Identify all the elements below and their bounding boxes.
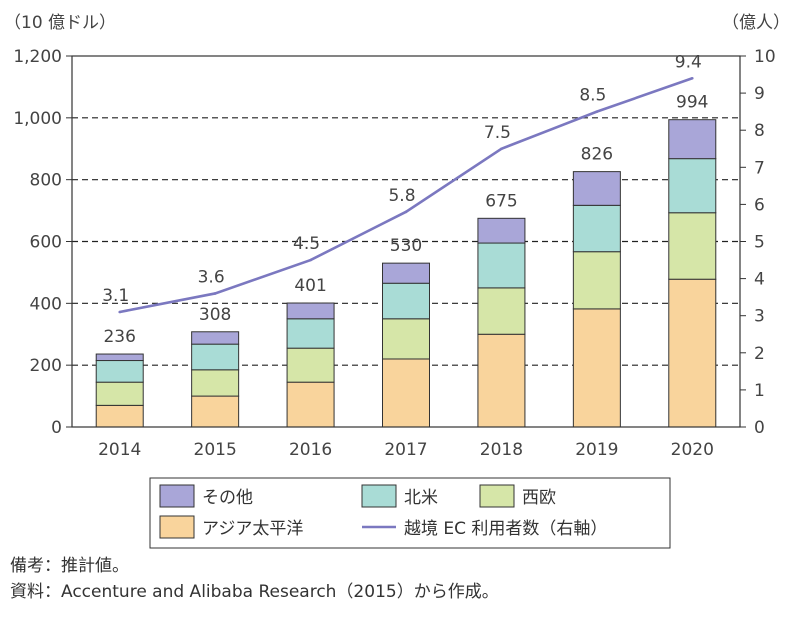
legend-label: 越境 EC 利用者数（右軸） [404,519,607,539]
bar-segment [477,242,526,289]
total-label: 308 [199,305,231,325]
line-value-label: 4.5 [293,234,320,254]
note-source: 資料：Accenture and Alibaba Research（2015）か… [10,582,499,602]
x-tick-label: 2018 [480,440,523,460]
user-count-line [118,76,694,314]
legend-label: その他 [202,488,253,508]
legend-label: 西欧 [522,488,556,508]
bar-segment [191,369,240,397]
line-point [213,292,217,295]
right-tick-label: 6 [754,195,765,215]
x-tick-label: 2019 [575,440,618,460]
x-tick-label: 2016 [289,440,332,460]
bar-segment [668,212,717,280]
bar-segment [286,347,335,383]
x-tick-label: 2014 [98,440,141,460]
data-labels: 236 308 401 530 675 826 994 3.1 3.6 4.5 5.8 7.5 8.5 9… [102,52,708,347]
bar-segment [668,158,717,214]
line-point [118,310,122,314]
x-tick-label: 2020 [671,440,714,460]
line-point [500,147,503,151]
left-tick-label: 400 [30,294,62,314]
left-tick-label: 800 [30,171,62,191]
right-tick-label: 4 [754,270,765,290]
right-tick-label: 9 [754,84,765,104]
right-tick-label: 7 [754,158,765,178]
line-value-label: 7.5 [484,123,511,143]
right-tick-label: 3 [754,307,765,327]
total-label: 994 [676,93,708,113]
bar-segment [477,333,526,428]
total-label: 675 [485,191,517,211]
legend-swatch [159,515,195,539]
bar-segment [382,262,430,284]
left-tick-label: 600 [30,233,62,253]
chart: 2014 2015 2016 2017 2018 2019 2020020040060080… [4,13,790,549]
total-label: 401 [294,276,326,296]
left-tick-label: 1,000 [13,109,62,129]
bar-segment [477,287,526,335]
bar-segment [95,360,144,383]
legend-box [149,477,671,549]
bar-segment [668,119,717,160]
line-value-label: 9.4 [675,52,702,72]
line-value-label: 8.5 [579,86,606,106]
bar-segment [286,381,335,428]
bar-segment [572,251,621,310]
bar-segment [95,353,144,362]
stacked-bars [95,119,717,428]
bar-segment [382,358,430,428]
bar-segment [668,278,717,428]
right-tick-label: 2 [754,344,765,364]
bar-segment [95,381,144,406]
legend-label: 北米 [404,488,438,508]
bar-segment [191,343,240,371]
legend-swatch [479,484,515,508]
bar-segment [382,282,430,320]
left-axis-title: （10 億ドル） [4,13,116,33]
left-tick-label: 200 [30,356,62,376]
bar-segment [477,217,526,244]
x-tick-label: 2015 [194,440,237,460]
bar-segment [382,318,430,360]
right-axis-title: （億人） [722,13,790,33]
note-remarks: 備考：推計値。 [10,556,129,576]
right-tick-label: 8 [754,121,765,141]
line-value-label: 3.6 [198,267,225,287]
line-value-label: 5.8 [388,186,415,206]
bar-segment [572,171,621,206]
right-tick-label: 1 [754,381,765,401]
bar-segment [286,318,335,349]
bar-segment [191,331,240,345]
bar-segment [572,204,621,253]
right-tick-label: 0 [754,418,765,438]
line-point [690,76,694,80]
legend-label: アジア太平洋 [202,519,303,539]
line-value-label: 3.1 [102,286,129,306]
legend-swatch [159,484,195,508]
right-tick-label: 10 [754,47,776,67]
bar-segment [95,404,144,428]
line-point [595,110,599,113]
total-label: 236 [103,327,135,347]
left-tick-label: 0 [51,418,62,438]
bar-segment [191,395,240,428]
legend-swatch [361,484,397,508]
bar-segment [572,308,621,428]
line-point [404,210,408,214]
left-tick-label: 1,200 [13,47,62,67]
total-label: 530 [390,236,422,256]
bar-segment [286,302,335,320]
x-tick-label: 2017 [384,440,427,460]
line-point [309,258,312,262]
axes: 2014 2015 2016 2017 2018 2019 2020020040060080… [13,47,775,460]
notes: 備考：推計値。 資料：Accenture and Alibaba Researc… [10,553,499,605]
total-label: 826 [581,145,613,165]
right-tick-label: 5 [754,233,765,253]
